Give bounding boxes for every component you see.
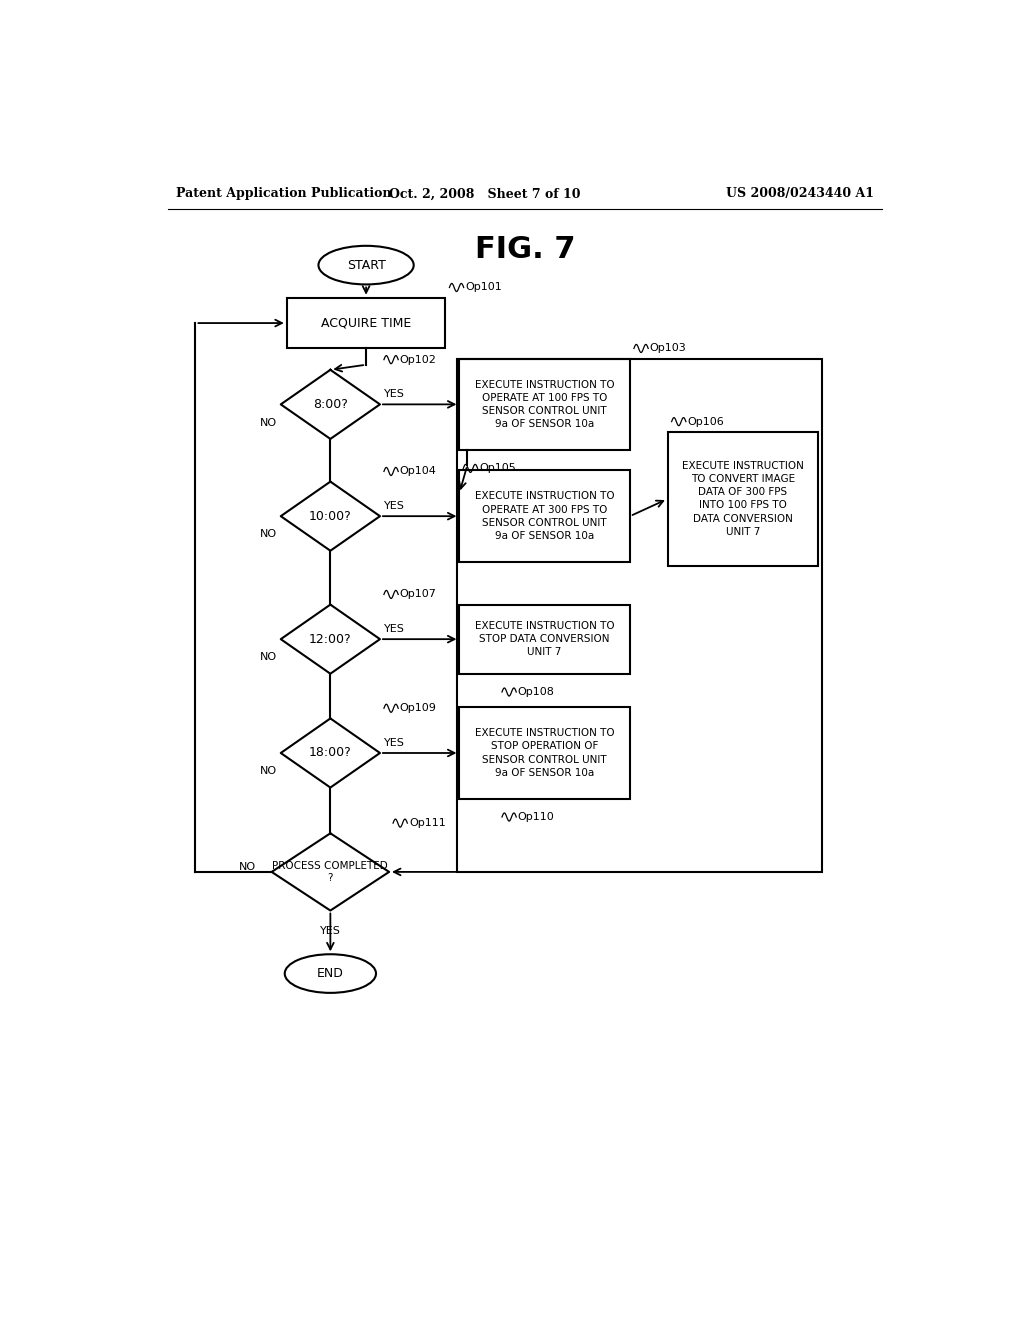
Text: START: START <box>347 259 385 272</box>
Text: Op103: Op103 <box>650 343 686 354</box>
Text: 8:00?: 8:00? <box>313 397 348 411</box>
Text: END: END <box>317 968 344 979</box>
Text: EXECUTE INSTRUCTION TO
STOP DATA CONVERSION
UNIT 7: EXECUTE INSTRUCTION TO STOP DATA CONVERS… <box>475 620 614 657</box>
Text: YES: YES <box>319 925 341 936</box>
Text: Op109: Op109 <box>399 704 436 713</box>
Text: Op111: Op111 <box>409 818 445 828</box>
Text: EXECUTE INSTRUCTION TO
OPERATE AT 100 FPS TO
SENSOR CONTROL UNIT
9a OF SENSOR 10: EXECUTE INSTRUCTION TO OPERATE AT 100 FP… <box>475 380 614 429</box>
Text: NO: NO <box>260 652 276 663</box>
Text: EXECUTE INSTRUCTION TO
STOP OPERATION OF
SENSOR CONTROL UNIT
9a OF SENSOR 10a: EXECUTE INSTRUCTION TO STOP OPERATION OF… <box>475 729 614 777</box>
Text: Op104: Op104 <box>399 466 436 477</box>
Text: Oct. 2, 2008   Sheet 7 of 10: Oct. 2, 2008 Sheet 7 of 10 <box>389 187 581 201</box>
Text: 12:00?: 12:00? <box>309 632 351 645</box>
Text: EXECUTE INSTRUCTION
TO CONVERT IMAGE
DATA OF 300 FPS
INTO 100 FPS TO
DATA CONVER: EXECUTE INSTRUCTION TO CONVERT IMAGE DAT… <box>682 461 804 537</box>
Text: Op101: Op101 <box>465 282 502 293</box>
Text: PROCESS COMPLETED
?: PROCESS COMPLETED ? <box>272 861 388 883</box>
Text: US 2008/0243440 A1: US 2008/0243440 A1 <box>726 187 873 201</box>
Text: Op107: Op107 <box>399 590 436 599</box>
Text: YES: YES <box>384 624 404 634</box>
Text: Op105: Op105 <box>479 463 516 474</box>
Text: NO: NO <box>260 767 276 776</box>
Text: YES: YES <box>384 502 404 511</box>
Text: NO: NO <box>260 529 276 540</box>
Text: Op108: Op108 <box>518 686 555 697</box>
Text: YES: YES <box>384 738 404 748</box>
Text: ACQUIRE TIME: ACQUIRE TIME <box>321 317 412 330</box>
Text: EXECUTE INSTRUCTION TO
OPERATE AT 300 FPS TO
SENSOR CONTROL UNIT
9a OF SENSOR 10: EXECUTE INSTRUCTION TO OPERATE AT 300 FP… <box>475 491 614 541</box>
Text: YES: YES <box>384 389 404 399</box>
Text: NO: NO <box>260 417 276 428</box>
Text: Op102: Op102 <box>399 355 436 364</box>
Text: Op106: Op106 <box>687 417 724 426</box>
Text: FIG. 7: FIG. 7 <box>474 235 575 264</box>
Text: 10:00?: 10:00? <box>309 510 351 523</box>
Text: NO: NO <box>239 862 256 871</box>
Text: Patent Application Publication: Patent Application Publication <box>176 187 391 201</box>
Text: 18:00?: 18:00? <box>309 747 351 759</box>
Text: Op110: Op110 <box>518 812 555 822</box>
